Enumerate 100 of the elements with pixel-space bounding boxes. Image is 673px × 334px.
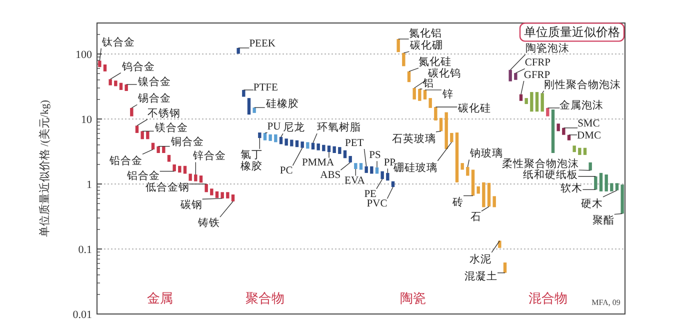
- bar: [535, 92, 539, 112]
- bar: [482, 182, 486, 208]
- bar: [295, 140, 299, 148]
- annotation: PS: [369, 150, 381, 162]
- bar: [380, 171, 384, 180]
- chart-title: 单位质量近似价格: [524, 25, 620, 40]
- y-tick-label: 100: [76, 49, 92, 62]
- bar: [119, 82, 123, 90]
- bar: [146, 131, 150, 140]
- annotation: 硬木: [581, 196, 603, 210]
- annotation: 金属: [147, 290, 173, 306]
- bar: [455, 132, 459, 182]
- bar: [268, 134, 272, 141]
- bar: [460, 163, 464, 170]
- annotation: PMMA: [302, 158, 334, 169]
- annotation: 石: [470, 211, 482, 224]
- annotation: PU: [267, 122, 282, 133]
- bar: [210, 188, 214, 196]
- annotation: MFA, 09: [592, 298, 620, 307]
- annotation: 砖: [452, 195, 464, 208]
- bar: [508, 70, 512, 82]
- bar: [434, 107, 438, 120]
- bar: [354, 163, 358, 170]
- annotation: 不锈钢: [148, 107, 180, 120]
- bar: [514, 73, 518, 80]
- bar: [162, 146, 166, 153]
- annotation: 铜合金: [170, 134, 204, 148]
- bar: [428, 98, 432, 108]
- bar: [306, 142, 310, 149]
- annotation: 碳化钨: [426, 68, 461, 80]
- annotation: 钨合金: [120, 60, 155, 73]
- bar: [103, 64, 107, 72]
- annotation: 硅橡胶: [264, 97, 299, 110]
- annotation: 低合金钢: [145, 180, 190, 194]
- annotation: PEEK: [249, 38, 276, 50]
- annotation: 聚酯: [592, 214, 614, 226]
- bar: [364, 166, 368, 173]
- bar: [492, 196, 496, 208]
- y-tick-label: 0.1: [78, 244, 92, 256]
- bar: [359, 163, 363, 170]
- bar: [226, 192, 230, 198]
- annotation: 镁合金: [154, 120, 188, 134]
- annotation: 铝合金: [126, 168, 160, 182]
- annotation: 镍合金: [136, 75, 171, 88]
- bar: [284, 138, 288, 146]
- bar: [332, 146, 336, 153]
- bar: [167, 154, 171, 162]
- bar: [551, 110, 555, 153]
- bar: [114, 80, 118, 86]
- bar: [599, 172, 603, 192]
- annotation: 钛合金: [101, 35, 136, 48]
- bar: [588, 162, 592, 170]
- bar: [370, 166, 374, 174]
- bar: [263, 132, 267, 140]
- bar: [98, 60, 102, 68]
- bar: [402, 52, 406, 66]
- bar: [194, 174, 198, 182]
- annotation: SMC: [578, 118, 600, 130]
- bar: [247, 98, 251, 115]
- annotation: 尼龙: [283, 120, 305, 134]
- annotation: 铸铁: [197, 217, 220, 230]
- annotation: 陶瓷泡沫: [525, 42, 570, 55]
- bar: [412, 88, 416, 100]
- bar: [274, 134, 278, 142]
- bar: [338, 147, 342, 154]
- bar: [615, 183, 619, 190]
- annotation: 水泥: [470, 252, 492, 266]
- bar: [546, 108, 550, 116]
- bar: [396, 39, 400, 52]
- annotation: 柔性聚合物泡沫: [502, 157, 579, 170]
- bar: [594, 176, 598, 190]
- annotation: 石英玻璃: [392, 132, 436, 145]
- bar: [386, 172, 390, 181]
- annotation: 氯丁橡胶: [240, 148, 263, 172]
- bar: [524, 98, 528, 104]
- bar: [562, 128, 566, 135]
- annotation: 混合物: [528, 290, 568, 306]
- annotation: 铅合金: [108, 154, 142, 168]
- bar: [231, 194, 235, 202]
- annotation: PET: [344, 138, 364, 150]
- bar: [620, 184, 624, 214]
- bar: [204, 184, 208, 192]
- annotation: CFRP: [524, 58, 551, 69]
- y-tick-label: 0.01: [72, 309, 92, 321]
- bar: [316, 143, 320, 150]
- annotation: 锡合金: [137, 92, 172, 105]
- bar: [327, 146, 331, 152]
- annotation: 碳钢: [179, 199, 202, 212]
- annotation: 聚合物: [246, 290, 284, 306]
- annotation: 钠玻璃: [469, 146, 504, 160]
- bar: [183, 166, 187, 174]
- bar: [578, 148, 582, 155]
- annotation: 混凝土: [464, 270, 498, 282]
- bar: [343, 150, 347, 158]
- annotation: 碳化硼: [409, 40, 444, 52]
- bar: [279, 136, 283, 144]
- bar: [407, 71, 411, 82]
- annotation: DMC: [577, 130, 601, 142]
- annotation: 陶瓷: [400, 290, 426, 306]
- bar: [151, 142, 155, 150]
